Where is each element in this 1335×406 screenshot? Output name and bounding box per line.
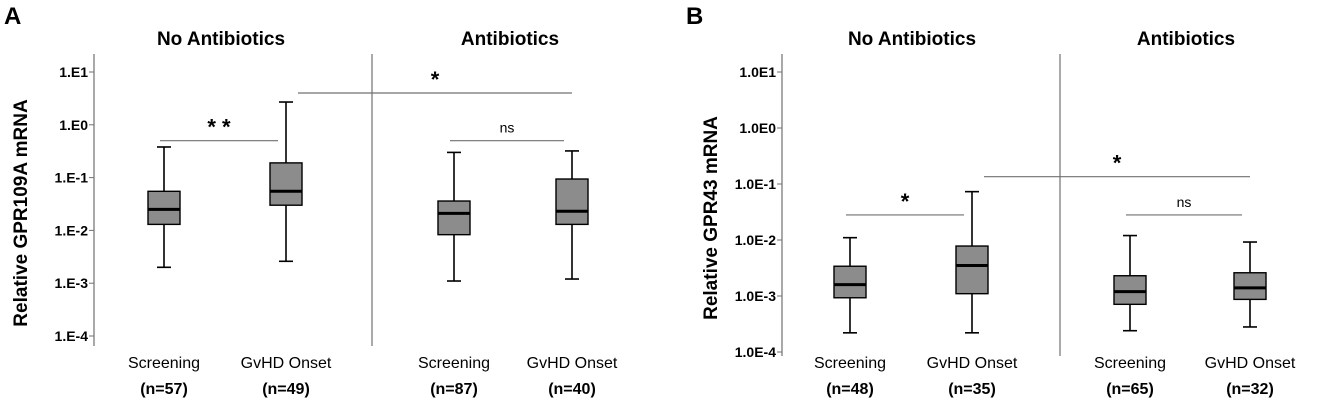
iqr-box — [1113, 275, 1147, 306]
x-sample-size-label: (n=65) — [1106, 381, 1154, 398]
significance-star-label: * — [1113, 151, 1122, 176]
y-tick-label: 1.0E-2 — [735, 232, 776, 248]
iqr-box — [955, 245, 989, 295]
x-sample-size-label: (n=49) — [262, 381, 310, 398]
group-title: No Antibiotics — [157, 29, 285, 50]
significance-star-label: * — [431, 67, 440, 92]
significance-ns-label: ns — [500, 120, 515, 136]
y-tick-label: 1.E-1 — [55, 170, 89, 186]
x-category-label: GvHD Onset — [241, 355, 332, 372]
iqr-box — [437, 200, 471, 236]
x-category-label: GvHD Onset — [927, 355, 1018, 372]
x-category-label: GvHD Onset — [527, 355, 618, 372]
x-category-label: Screening — [418, 355, 490, 372]
significance-star-label: * * — [207, 115, 231, 140]
iqr-box — [1233, 272, 1267, 301]
x-category-label: GvHD Onset — [1205, 355, 1296, 372]
x-category-label: Screening — [814, 355, 886, 372]
x-sample-size-label: (n=40) — [548, 381, 596, 398]
y-tick-label: 1.0E-3 — [735, 288, 776, 304]
iqr-box — [147, 190, 181, 226]
panel-label: A — [4, 3, 21, 30]
y-tick-label: 1.0E-1 — [735, 176, 776, 192]
significance-star-label: * — [901, 189, 910, 214]
panel-label: B — [686, 3, 703, 30]
y-tick-label: 1.E-2 — [55, 222, 89, 238]
x-sample-size-label: (n=35) — [948, 381, 996, 398]
group-title: Antibiotics — [1137, 29, 1235, 50]
iqr-box — [555, 178, 589, 226]
x-sample-size-label: (n=48) — [826, 381, 874, 398]
y-tick-label: 1.0E0 — [739, 120, 776, 136]
y-axis-label: Relative GPR43 mRNA — [701, 116, 722, 320]
y-tick-label: 1.E-3 — [55, 275, 89, 291]
y-tick-label: 1.E0 — [59, 117, 88, 133]
iqr-box — [833, 265, 867, 299]
y-tick-label: 1.E-4 — [55, 328, 89, 344]
y-tick-label: 1.E1 — [59, 64, 88, 80]
x-category-label: Screening — [1094, 355, 1166, 372]
group-title: Antibiotics — [461, 29, 559, 50]
x-sample-size-label: (n=57) — [140, 381, 188, 398]
y-axis-label: Relative GPR109A mRNA — [11, 99, 32, 327]
significance-ns-label: ns — [1177, 194, 1192, 210]
x-category-label: Screening — [128, 355, 200, 372]
x-sample-size-label: (n=32) — [1226, 381, 1274, 398]
group-title: No Antibiotics — [848, 29, 976, 50]
y-tick-label: 1.0E1 — [739, 64, 776, 80]
iqr-box — [269, 162, 303, 206]
x-sample-size-label: (n=87) — [430, 381, 478, 398]
y-tick-label: 1.0E-4 — [735, 344, 776, 360]
